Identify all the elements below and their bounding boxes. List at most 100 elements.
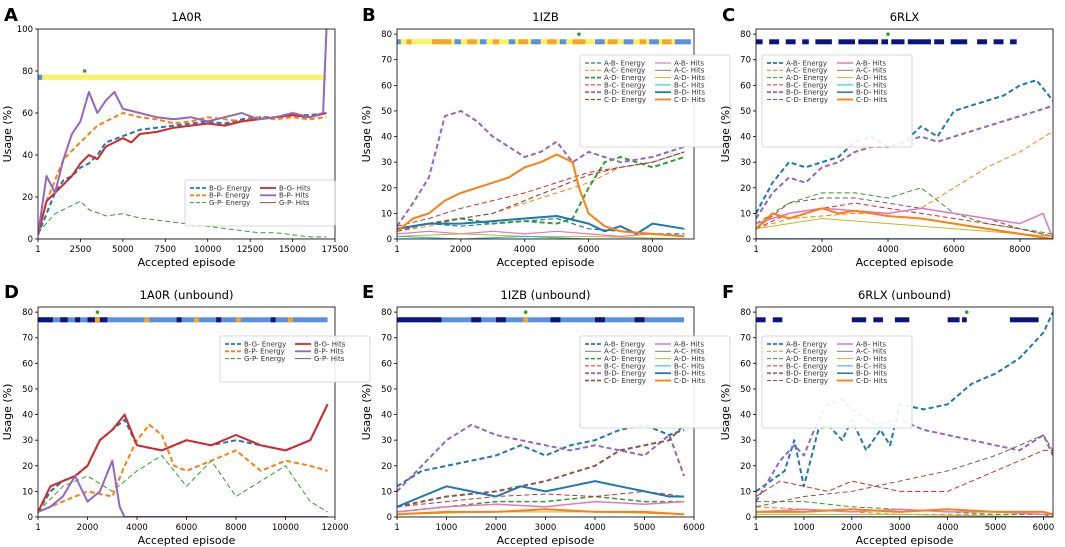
legend-label: B-G- Energy (209, 184, 251, 192)
legend-label: C-D- Energy (604, 96, 646, 104)
episode-segment (454, 39, 461, 45)
y-tick-label: 20 (381, 462, 392, 472)
y-tick-label: 0 (387, 513, 392, 523)
legend-label: A-B- Hits (674, 340, 704, 348)
series-line (756, 508, 1053, 516)
legend-label: C-D- Energy (786, 377, 828, 385)
y-tick-label: 20 (22, 193, 33, 203)
y-tick-label: 60 (740, 81, 751, 91)
episode-segment (607, 39, 618, 45)
x-tick-label: 12500 (237, 245, 264, 255)
series-group-e (397, 423, 686, 517)
legend-label: B-D- Energy (604, 370, 646, 378)
y-axis-label: Usage (%) (360, 106, 373, 163)
legend-label: A-D- Energy (786, 355, 828, 363)
legend-label: B-D- Hits (674, 89, 705, 97)
episode-segment (397, 317, 442, 323)
y-tick-label: 60 (22, 359, 33, 369)
episode-segment (623, 39, 634, 45)
series-line (397, 480, 685, 508)
y-tick-label: 80 (740, 30, 751, 40)
optimum-star-marker (82, 69, 87, 73)
episode-segment (270, 317, 276, 323)
y-tick-label: 60 (381, 81, 392, 91)
chart-title-e: 1IZB (unbound) (501, 288, 591, 302)
legend-label: A-B- Energy (786, 340, 827, 348)
y-tick-label: 80 (22, 67, 33, 77)
legend-label: C-D- Hits (856, 96, 888, 104)
episode-segment (38, 74, 43, 80)
legend-label: B-P- Energy (244, 348, 285, 356)
x-tick-label: 8000 (1009, 245, 1031, 255)
y-tick-label: 40 (740, 411, 751, 421)
y-axis-label: Usage (%) (719, 384, 732, 441)
legend-label: B-D- Energy (786, 89, 828, 97)
episode-segment (572, 39, 586, 45)
legend-label: A-B- Hits (856, 59, 886, 67)
x-axis-label: Accepted episode (856, 256, 954, 269)
episode-segment (947, 317, 960, 323)
panel-b: B 1IZB 1 2000 4000 6000 8000 0 10 20 30 40 50 60 70 80 A… (360, 5, 731, 269)
legend-label: G-P- Hits (314, 355, 345, 363)
legend-label: A-D- Hits (674, 74, 705, 82)
panel-letter-a: A (4, 5, 18, 26)
episode-segment (492, 39, 500, 45)
y-tick-label: 20 (381, 184, 392, 194)
episode-segment (75, 317, 81, 323)
x-tick-label: 12000 (321, 523, 348, 533)
series-group-b (397, 110, 685, 239)
series-line (38, 459, 328, 517)
y-tick-label: 80 (740, 308, 751, 318)
y-tick-label: 80 (381, 30, 392, 40)
legend-label: B-C- Energy (604, 81, 645, 89)
optimum-star-marker (964, 310, 969, 314)
y-tick-label: 10 (381, 209, 392, 219)
y-tick-label: 80 (381, 308, 392, 318)
panel-letter-d: D (4, 282, 19, 303)
episode-segment (907, 39, 931, 45)
y-tick-label: 0 (746, 235, 751, 245)
series-line (38, 112, 327, 236)
legend-box (579, 54, 731, 148)
y-tick-label: 20 (740, 184, 751, 194)
series-line (38, 200, 327, 238)
episode-segment (934, 39, 945, 45)
episode-segment (60, 317, 68, 323)
legend-label: A-B- Energy (604, 59, 645, 67)
x-tick-label: 6000 (683, 523, 705, 533)
episode-segment (851, 317, 867, 323)
episode-segment (94, 317, 100, 323)
legend-label: A-C- Hits (856, 67, 887, 75)
episode-segment (785, 39, 796, 45)
y-tick-label: 70 (381, 334, 392, 344)
x-tick-label: 2000 (77, 523, 99, 533)
panel-letter-b: B (362, 5, 376, 26)
series-line (38, 29, 328, 235)
y-tick-label: 10 (740, 487, 751, 497)
legend-label: A-D- Hits (856, 355, 887, 363)
x-tick-label: 1 (394, 245, 399, 255)
x-tick-label: 1 (394, 523, 399, 533)
optimum-star-marker (886, 32, 890, 36)
series-line (397, 230, 685, 237)
x-tick-label: 4000 (877, 245, 899, 255)
x-tick-label: 17500 (321, 245, 348, 255)
x-tick-label: 8000 (642, 245, 664, 255)
episode-segment (873, 317, 883, 323)
legend-label: C-D- Energy (604, 377, 646, 385)
legend-label: C-D- Hits (856, 377, 888, 385)
episode-segment (772, 317, 783, 323)
episode-segment (950, 39, 968, 45)
episode-segment (496, 317, 506, 323)
y-tick-label: 70 (381, 56, 392, 66)
y-tick-label: 10 (22, 487, 33, 497)
legend-label: A-B- Hits (674, 59, 704, 67)
optimum-star-marker (95, 310, 100, 314)
series-group-d (38, 403, 329, 517)
y-tick-label: 30 (740, 158, 751, 168)
legend-label: B-D- Hits (856, 89, 887, 97)
y-axis-label: Usage (%) (1, 106, 14, 163)
legend-label: A-D- Energy (604, 74, 646, 82)
series-line (756, 218, 1053, 237)
